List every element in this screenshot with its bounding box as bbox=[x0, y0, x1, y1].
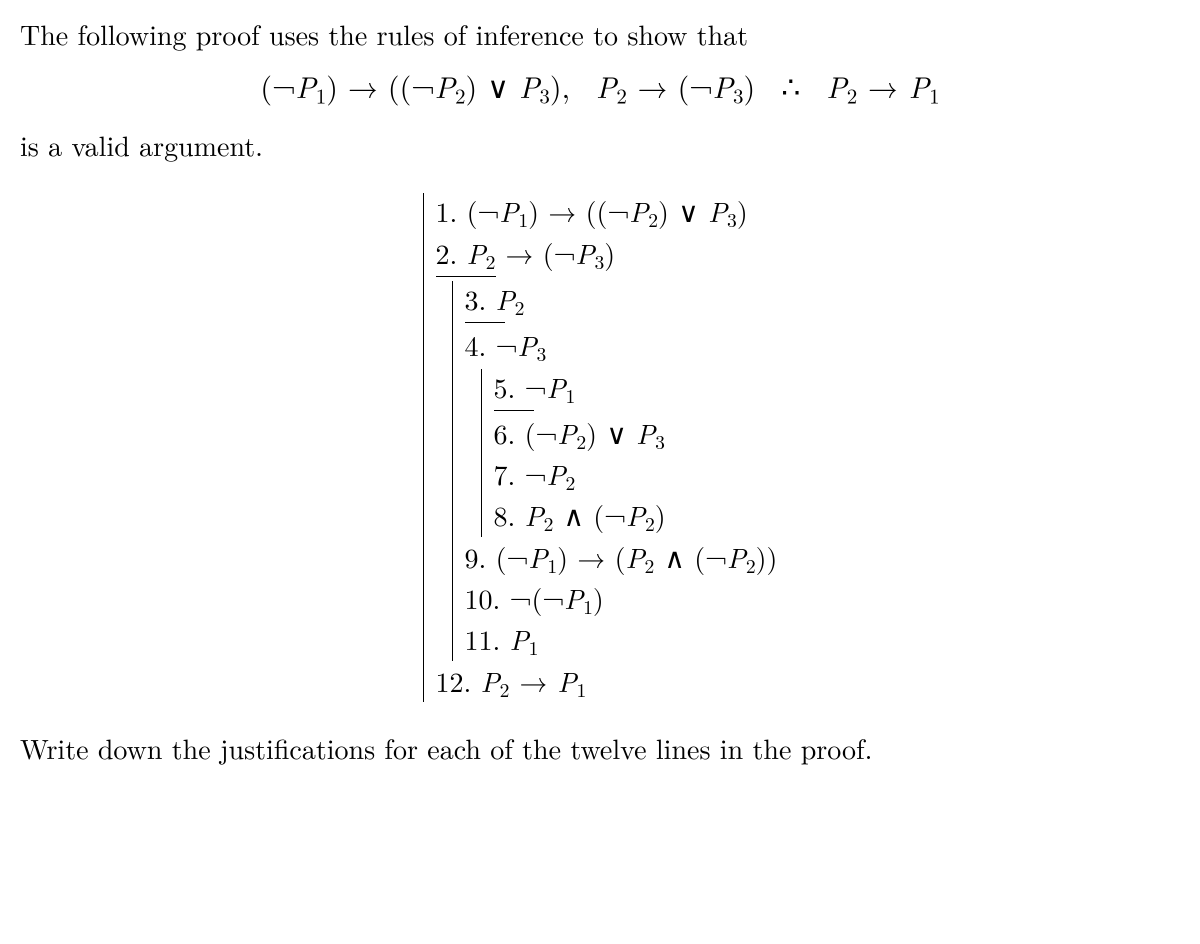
premise-separator bbox=[436, 276, 496, 277]
assumption-sep-1 bbox=[465, 322, 505, 323]
line-10: 10. ¬(¬P1) bbox=[465, 580, 778, 619]
valid-text: is a valid argument. bbox=[20, 127, 1180, 165]
line-3: 3. P2 bbox=[465, 281, 778, 320]
line-12: 12. P2 → P1 bbox=[436, 663, 778, 702]
line-5: 5. ¬P1 bbox=[494, 369, 778, 408]
assumption-sep-2 bbox=[494, 410, 534, 411]
final-instruction: Write down the justifications for each o… bbox=[20, 730, 1180, 768]
subproof-1: 3. P2 4. ¬P3 5. ¬P1 6. (¬P2) ∨ P3 7. ¬P2… bbox=[452, 281, 778, 661]
line-1: 1. (¬P1) → ((¬P2) ∨ P3) bbox=[436, 193, 778, 232]
line-6: 6. (¬P2) ∨ P3 bbox=[494, 415, 778, 454]
line-2: 2. P2 → (¬P3) bbox=[436, 235, 778, 274]
line-9: 9. (¬P1) → (P2 ∧ (¬P2)) bbox=[465, 539, 778, 578]
line-11: 11. P1 bbox=[465, 621, 778, 660]
line-8: 8. P2 ∧ (¬P2) bbox=[494, 497, 778, 536]
proof-block: 1. (¬P1) → ((¬P2) ∨ P3) 2. P2 → (¬P3) 3.… bbox=[423, 193, 778, 702]
outer-scope: 1. (¬P1) → ((¬P2) ∨ P3) 2. P2 → (¬P3) 3.… bbox=[423, 193, 778, 702]
line-4: 4. ¬P3 bbox=[465, 327, 778, 366]
intro-text: The following proof uses the rules of in… bbox=[20, 16, 1180, 54]
argument-form: (¬P1) → ((¬P2) ∨ P3), P2 → (¬P3) ∴ P2 → … bbox=[20, 66, 1180, 110]
subproof-2: 5. ¬P1 6. (¬P2) ∨ P3 7. ¬P2 8. P2 ∧ (¬P2… bbox=[481, 369, 778, 537]
line-7: 7. ¬P2 bbox=[494, 456, 778, 495]
